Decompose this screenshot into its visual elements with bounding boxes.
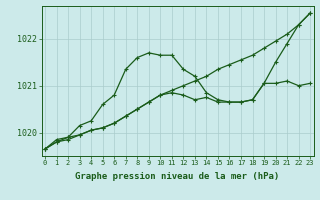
X-axis label: Graphe pression niveau de la mer (hPa): Graphe pression niveau de la mer (hPa) (76, 172, 280, 181)
